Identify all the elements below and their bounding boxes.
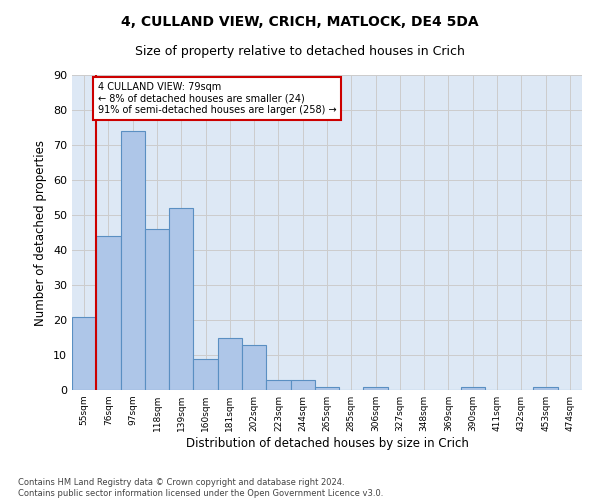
Bar xyxy=(218,338,242,390)
Bar xyxy=(533,386,558,390)
Bar xyxy=(242,344,266,390)
Y-axis label: Number of detached properties: Number of detached properties xyxy=(34,140,47,326)
Bar xyxy=(461,386,485,390)
Bar xyxy=(72,316,96,390)
Bar xyxy=(266,380,290,390)
Text: Contains HM Land Registry data © Crown copyright and database right 2024.
Contai: Contains HM Land Registry data © Crown c… xyxy=(18,478,383,498)
Bar xyxy=(315,386,339,390)
Bar xyxy=(169,208,193,390)
Bar xyxy=(121,131,145,390)
Text: Size of property relative to detached houses in Crich: Size of property relative to detached ho… xyxy=(135,45,465,58)
Bar xyxy=(96,236,121,390)
Bar xyxy=(193,358,218,390)
Bar xyxy=(364,386,388,390)
X-axis label: Distribution of detached houses by size in Crich: Distribution of detached houses by size … xyxy=(185,437,469,450)
Text: 4, CULLAND VIEW, CRICH, MATLOCK, DE4 5DA: 4, CULLAND VIEW, CRICH, MATLOCK, DE4 5DA xyxy=(121,15,479,29)
Bar xyxy=(290,380,315,390)
Bar xyxy=(145,229,169,390)
Text: 4 CULLAND VIEW: 79sqm
← 8% of detached houses are smaller (24)
91% of semi-detac: 4 CULLAND VIEW: 79sqm ← 8% of detached h… xyxy=(97,82,336,115)
